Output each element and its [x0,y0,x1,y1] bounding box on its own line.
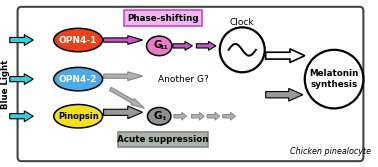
Text: Acute suppression: Acute suppression [118,135,209,144]
Polygon shape [266,88,303,101]
Polygon shape [10,35,33,45]
Text: OPN4-2: OPN4-2 [59,75,97,84]
Polygon shape [173,41,192,50]
Ellipse shape [54,105,102,128]
Text: Clock: Clock [230,18,254,27]
Text: Another G?: Another G? [158,75,209,84]
Polygon shape [223,112,235,120]
Text: t: t [163,116,166,121]
FancyBboxPatch shape [124,10,202,26]
Polygon shape [10,111,33,122]
Ellipse shape [147,107,171,125]
Polygon shape [104,106,143,119]
Text: Chicken pinealocyte: Chicken pinealocyte [290,147,371,156]
Text: 11: 11 [160,45,169,50]
Polygon shape [10,74,33,85]
Ellipse shape [54,67,102,91]
Ellipse shape [147,36,172,56]
Text: Phase-shifting: Phase-shifting [127,14,199,23]
Text: Blue Light: Blue Light [2,59,10,109]
Polygon shape [110,87,144,108]
Polygon shape [104,36,143,44]
Polygon shape [266,49,305,62]
Text: G: G [153,111,161,121]
FancyBboxPatch shape [118,132,208,147]
Polygon shape [174,112,187,120]
FancyBboxPatch shape [18,7,363,161]
Text: Pinopsin: Pinopsin [58,112,99,121]
Text: Melatonin
synthesis: Melatonin synthesis [309,69,359,89]
Polygon shape [192,112,204,120]
Ellipse shape [54,28,102,52]
Text: OPN4-1: OPN4-1 [59,36,97,45]
Polygon shape [104,72,143,80]
Polygon shape [196,41,216,50]
Polygon shape [207,112,220,120]
Circle shape [220,27,265,72]
Text: G: G [153,40,161,50]
Circle shape [305,50,363,108]
